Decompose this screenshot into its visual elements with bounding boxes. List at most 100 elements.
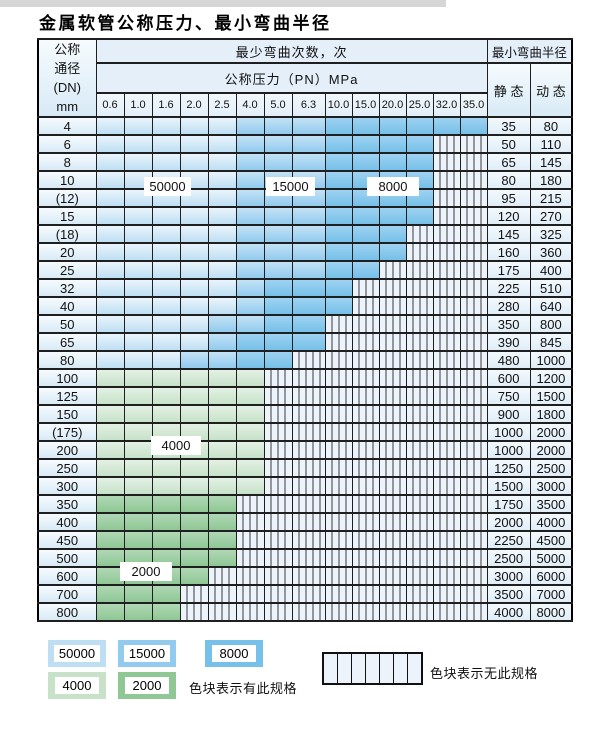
band-cell-8000 xyxy=(324,170,353,190)
band-cell-8000 xyxy=(351,224,380,244)
band-cell-2000 xyxy=(207,530,237,550)
no-spec-cell xyxy=(378,458,407,478)
static-radius-value: 1250 xyxy=(486,458,531,478)
dn-cell: 100 xyxy=(37,368,97,388)
band-cell-4000 xyxy=(235,458,265,478)
no-spec-cell xyxy=(378,314,407,334)
dynamic-radius-value: 845 xyxy=(529,332,573,352)
band-cell-50000 xyxy=(207,134,237,154)
no-spec-cell xyxy=(324,584,353,604)
dynamic-radius-value: 5000 xyxy=(529,548,573,568)
no-spec-cell xyxy=(405,278,434,298)
band-cell-8000 xyxy=(324,116,353,136)
dynamic-header: 动 态 xyxy=(529,62,573,118)
no-spec-cell xyxy=(291,458,326,478)
band-cell-8000 xyxy=(459,116,488,136)
pressure-tick: 10.0 xyxy=(324,92,353,118)
band-cell-8000 xyxy=(235,350,265,370)
table-row: 500 2500 5000 xyxy=(37,548,573,568)
band-cell-8000 xyxy=(324,242,353,262)
band-cell-2000 xyxy=(179,494,209,514)
table-row: 250 1250 2500 xyxy=(37,458,573,478)
no-spec-cell xyxy=(378,278,407,298)
band-cell-2000 xyxy=(151,584,181,604)
inline-label-2000: 2000 xyxy=(120,562,172,581)
no-spec-cell xyxy=(263,548,293,568)
legend-swatch-label: 15000 xyxy=(123,645,171,662)
band-cell-8000 xyxy=(324,260,353,280)
band-cell-8000 xyxy=(378,224,407,244)
static-header: 静 态 xyxy=(486,62,531,118)
band-cell-8000 xyxy=(405,116,434,136)
no-spec-cell xyxy=(459,494,488,514)
scan-artifact-strip xyxy=(0,0,446,7)
no-spec-cell xyxy=(432,350,461,370)
band-cell-2000 xyxy=(123,512,153,532)
band-cell-15000 xyxy=(235,152,265,172)
band-cell-2000 xyxy=(151,494,181,514)
dn-cell: 600 xyxy=(37,566,97,586)
dn-cell: (12) xyxy=(37,188,97,208)
static-radius-value: 480 xyxy=(486,350,531,370)
band-cell-50000 xyxy=(123,134,153,154)
band-cell-15000 xyxy=(235,134,265,154)
no-spec-cell xyxy=(291,386,326,406)
no-spec-cell xyxy=(207,602,237,622)
no-spec-cell xyxy=(432,368,461,388)
static-radius-value: 4000 xyxy=(486,602,531,622)
band-cell-50000 xyxy=(179,152,209,172)
band-cell-50000 xyxy=(207,242,237,262)
band-cell-8000 xyxy=(263,350,293,370)
no-spec-cell xyxy=(351,314,380,334)
band-cell-2000 xyxy=(207,494,237,514)
no-spec-cell xyxy=(378,368,407,388)
pressure-tick: 6.3 xyxy=(291,92,326,118)
no-spec-cell xyxy=(263,368,293,388)
pressure-tick: 32.0 xyxy=(432,92,461,118)
static-radius-value: 95 xyxy=(486,188,531,208)
static-radius-value: 3000 xyxy=(486,566,531,586)
dn-cell: 40 xyxy=(37,296,97,316)
band-cell-50000 xyxy=(207,296,237,316)
no-spec-cell xyxy=(351,368,380,388)
dynamic-radius-value: 510 xyxy=(529,278,573,298)
inline-label-4000: 4000 xyxy=(151,436,201,455)
band-cell-50000 xyxy=(151,332,181,352)
band-cell-50000 xyxy=(123,332,153,352)
no-spec-cell xyxy=(263,530,293,550)
no-spec-cell xyxy=(459,224,488,244)
no-spec-cell xyxy=(405,584,434,604)
dn-cell: 15 xyxy=(37,206,97,226)
no-spec-cell xyxy=(405,422,434,442)
no-spec-cell xyxy=(459,602,488,622)
band-cell-8000 xyxy=(378,152,407,172)
band-cell-2000 xyxy=(123,494,153,514)
no-spec-cell xyxy=(378,386,407,406)
static-radius-value: 390 xyxy=(486,332,531,352)
no-spec-cell xyxy=(324,548,353,568)
band-cell-2000 xyxy=(207,548,237,568)
no-spec-cell xyxy=(235,548,265,568)
pressure-tick: 25.0 xyxy=(405,92,434,118)
band-cell-8000 xyxy=(263,296,293,316)
no-spec-cell xyxy=(459,350,488,370)
dn-header-line: 公称 xyxy=(54,42,81,57)
band-cell-2000 xyxy=(207,512,237,532)
no-spec-cell xyxy=(324,476,353,496)
no-spec-cell xyxy=(405,458,434,478)
no-spec-cell xyxy=(459,404,488,424)
dynamic-radius-value: 215 xyxy=(529,188,573,208)
band-cell-4000 xyxy=(179,476,209,496)
no-spec-cell xyxy=(459,530,488,550)
static-radius-value: 1500 xyxy=(486,476,531,496)
band-cell-8000 xyxy=(324,134,353,154)
no-spec-cell xyxy=(432,242,461,262)
dynamic-radius-value: 8000 xyxy=(529,602,573,622)
table-row: 600 3000 6000 xyxy=(37,566,573,586)
band-cell-2000 xyxy=(95,602,125,622)
no-spec-cell xyxy=(405,530,434,550)
no-spec-cell xyxy=(405,314,434,334)
band-cell-4000 xyxy=(123,368,153,388)
pressure-tick: 0.6 xyxy=(95,92,125,118)
no-spec-cell xyxy=(291,350,326,370)
